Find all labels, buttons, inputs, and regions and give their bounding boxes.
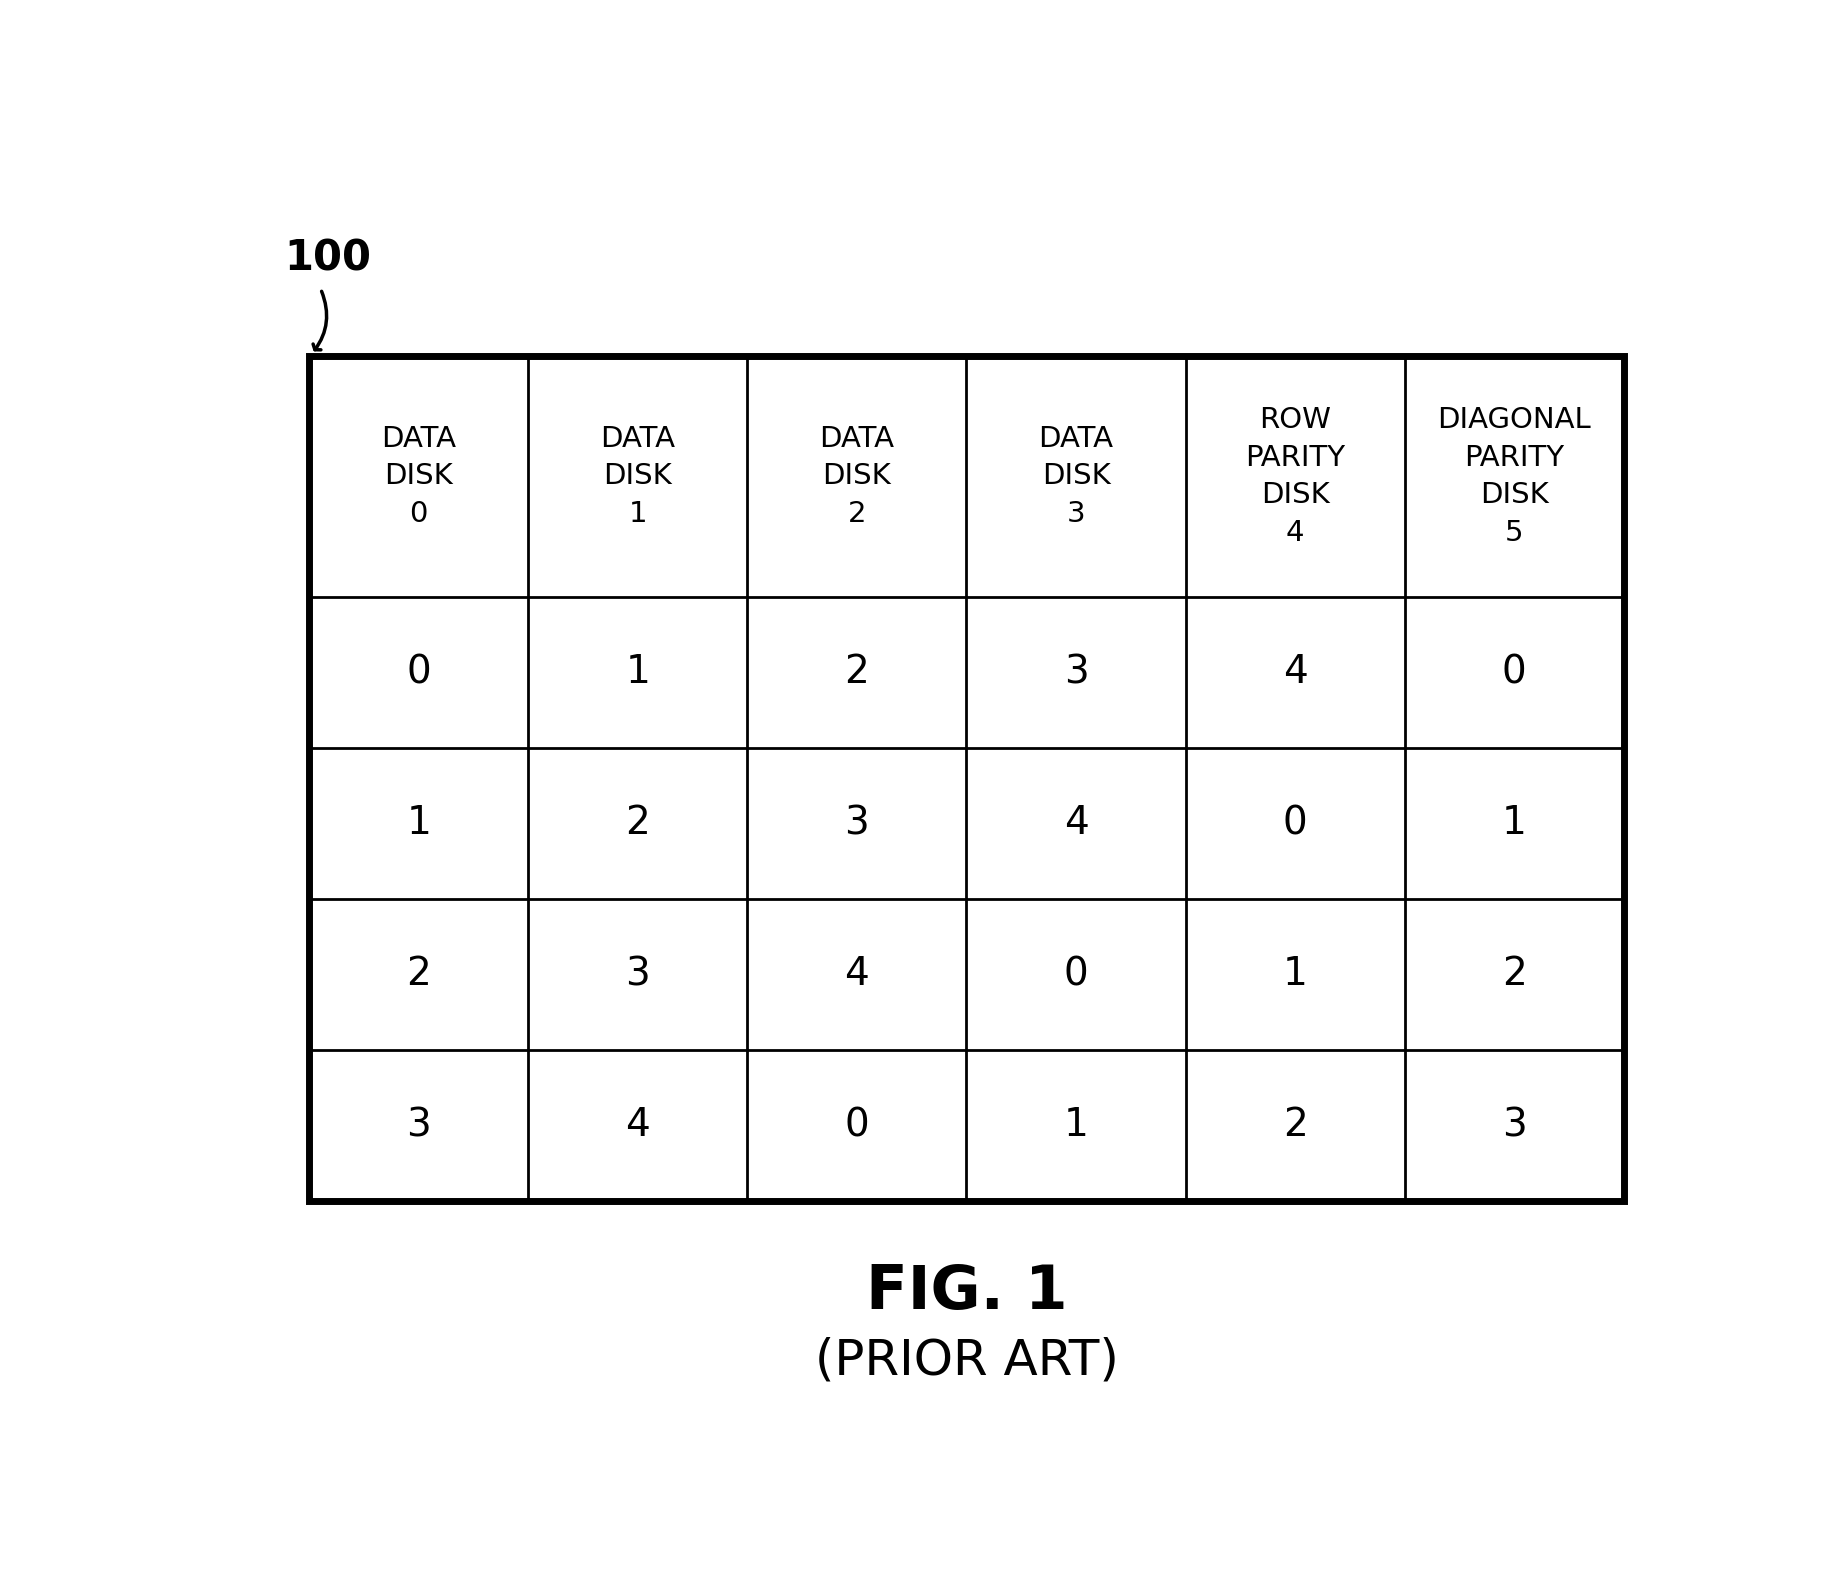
Text: 3: 3	[625, 956, 651, 994]
Text: 1: 1	[1064, 1107, 1088, 1145]
Text: 0: 0	[1501, 653, 1527, 692]
Text: 3: 3	[845, 805, 869, 843]
Text: 3: 3	[1064, 653, 1088, 692]
Text: 1: 1	[1501, 805, 1527, 843]
Bar	[310, 356, 1625, 1200]
Text: 2: 2	[406, 956, 431, 994]
Text: 0: 0	[406, 653, 431, 692]
Text: 0: 0	[1064, 956, 1088, 994]
Text: DIAGONAL
PARITY
DISK
5: DIAGONAL PARITY DISK 5	[1438, 405, 1591, 547]
Text: 4: 4	[1064, 805, 1088, 843]
Text: 2: 2	[1501, 956, 1527, 994]
Text: 3: 3	[406, 1107, 431, 1145]
Text: 4: 4	[845, 956, 869, 994]
Text: FIG. 1: FIG. 1	[865, 1262, 1068, 1323]
Text: 4: 4	[625, 1107, 651, 1145]
Text: 0: 0	[845, 1107, 869, 1145]
Text: DATA
DISK
2: DATA DISK 2	[819, 425, 894, 528]
Text: 1: 1	[406, 805, 431, 843]
Text: 100: 100	[284, 237, 372, 280]
Text: 4: 4	[1283, 653, 1307, 692]
Text: DATA
DISK
3: DATA DISK 3	[1038, 425, 1114, 528]
Text: 0: 0	[1283, 805, 1307, 843]
Text: 2: 2	[845, 653, 869, 692]
Text: 2: 2	[1283, 1107, 1307, 1145]
Text: 3: 3	[1501, 1107, 1527, 1145]
Text: DATA
DISK
1: DATA DISK 1	[601, 425, 675, 528]
Text: 1: 1	[1283, 956, 1307, 994]
Text: (PRIOR ART): (PRIOR ART)	[815, 1336, 1119, 1383]
Text: ROW
PARITY
DISK
4: ROW PARITY DISK 4	[1245, 405, 1346, 547]
Text: 2: 2	[625, 805, 651, 843]
Text: 1: 1	[625, 653, 651, 692]
Text: DATA
DISK
0: DATA DISK 0	[382, 425, 455, 528]
